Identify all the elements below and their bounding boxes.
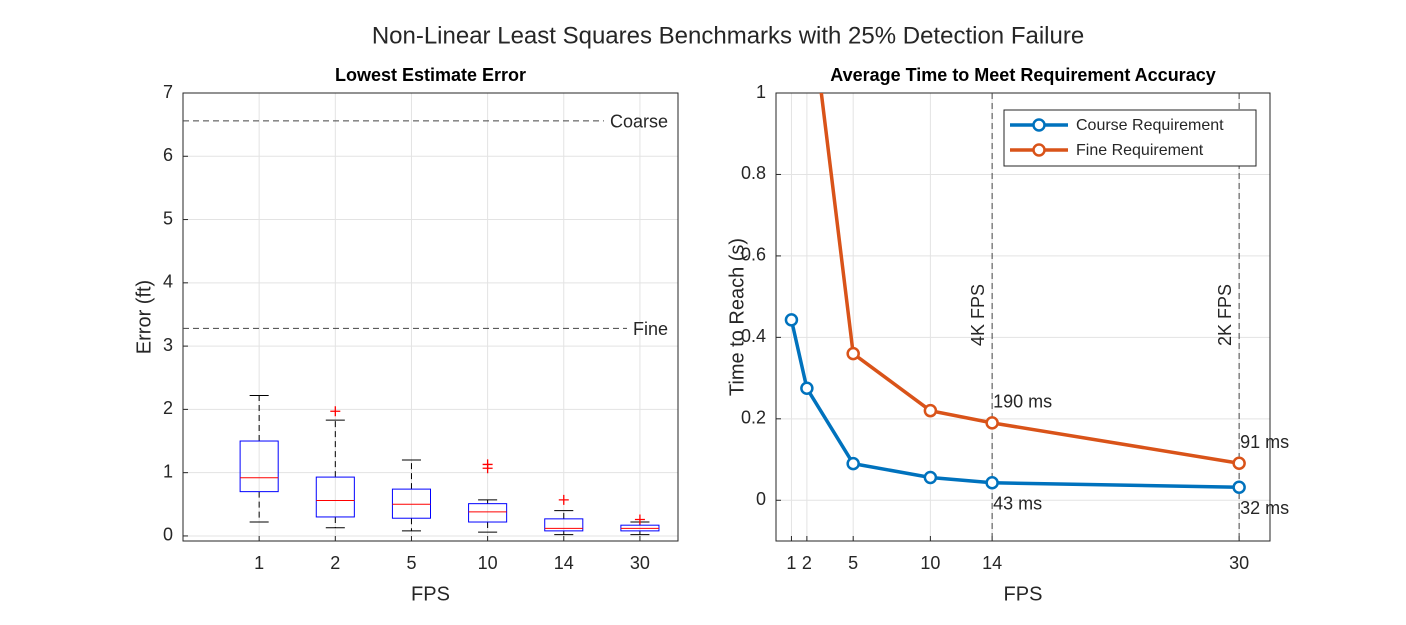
box xyxy=(468,503,508,523)
box xyxy=(391,488,431,519)
marker xyxy=(846,456,860,471)
y-tick-label: 7 xyxy=(163,82,173,102)
y-tick-label: 1 xyxy=(756,82,766,102)
x-tick-label: 2 xyxy=(330,553,340,573)
outlier xyxy=(558,494,569,505)
y-tick-label: 0 xyxy=(756,489,766,509)
x-tick-label: 30 xyxy=(1229,553,1249,573)
chart-title: Lowest Estimate Error xyxy=(335,65,526,85)
box xyxy=(544,518,584,532)
marker xyxy=(1232,480,1246,494)
x-tick-label: 10 xyxy=(920,553,940,573)
y-tick-label: 0.8 xyxy=(741,163,766,183)
box xyxy=(315,476,355,518)
marker xyxy=(985,476,999,490)
value-label: 43 ms xyxy=(993,494,1042,514)
plot-border xyxy=(775,92,1271,542)
chart-title: Average Time to Meet Requirement Accurac… xyxy=(830,65,1215,85)
x-tick-label: 10 xyxy=(478,553,498,573)
legend-marker xyxy=(1032,118,1046,132)
x-tick-label: 2 xyxy=(802,553,812,573)
x-tick-label: 5 xyxy=(406,553,416,573)
value-label: 190 ms xyxy=(993,392,1052,412)
marker xyxy=(846,346,860,361)
y-tick-label: 5 xyxy=(163,208,173,228)
outlier xyxy=(634,514,645,525)
x-tick-label: 1 xyxy=(786,553,796,573)
y-tick-label: 0 xyxy=(163,525,173,545)
y-tick-label: 2 xyxy=(163,398,173,418)
x-tick-label: 14 xyxy=(982,553,1002,573)
marker xyxy=(1232,456,1246,470)
marker xyxy=(784,313,799,327)
x-axis-label: FPS xyxy=(1004,583,1043,605)
x-tick-label: 5 xyxy=(848,553,858,573)
legend-label: Course Requirement xyxy=(1076,117,1224,134)
reference-label: 2K FPS xyxy=(1215,284,1235,346)
marker xyxy=(800,381,814,396)
y-tick-label: 3 xyxy=(163,335,173,355)
x-tick-label: 14 xyxy=(554,553,574,573)
y-tick-label: 0.6 xyxy=(741,245,766,265)
outlier xyxy=(482,459,493,470)
legend-label: Fine Requirement xyxy=(1076,142,1204,159)
outlier xyxy=(330,406,341,417)
box xyxy=(239,440,279,493)
y-axis-label: Time to Reach (s) xyxy=(726,238,748,396)
legend-marker xyxy=(1032,143,1046,157)
marker xyxy=(923,403,938,418)
plot-border xyxy=(182,92,679,542)
value-label: 91 ms xyxy=(1240,432,1289,452)
value-label: 32 ms xyxy=(1240,498,1289,518)
y-tick-label: 6 xyxy=(163,145,173,165)
marker xyxy=(985,416,999,430)
y-axis-label: Error (ft) xyxy=(133,280,155,354)
marker xyxy=(923,470,938,485)
series-layer xyxy=(784,93,1246,494)
boxplot: Coarse Fine xyxy=(183,112,668,536)
y-tick-label: 1 xyxy=(163,461,173,481)
x-axis-label: FPS xyxy=(411,583,450,605)
x-tick-label: 30 xyxy=(630,553,650,573)
reference-label: Fine xyxy=(633,319,668,339)
reference-label: Coarse xyxy=(610,112,668,132)
reference-label: 4K FPS xyxy=(968,284,988,346)
figure-title: Non-Linear Least Squares Benchmarks with… xyxy=(372,22,1084,49)
legend: Course Requirement Fine Requirement xyxy=(1003,109,1257,167)
y-tick-label: 0.4 xyxy=(741,326,766,346)
y-tick-label: 0.2 xyxy=(741,408,766,428)
x-tick-label: 1 xyxy=(254,553,264,573)
legend-box xyxy=(1003,109,1257,167)
series-line xyxy=(789,319,1240,489)
y-tick-label: 4 xyxy=(163,272,173,292)
